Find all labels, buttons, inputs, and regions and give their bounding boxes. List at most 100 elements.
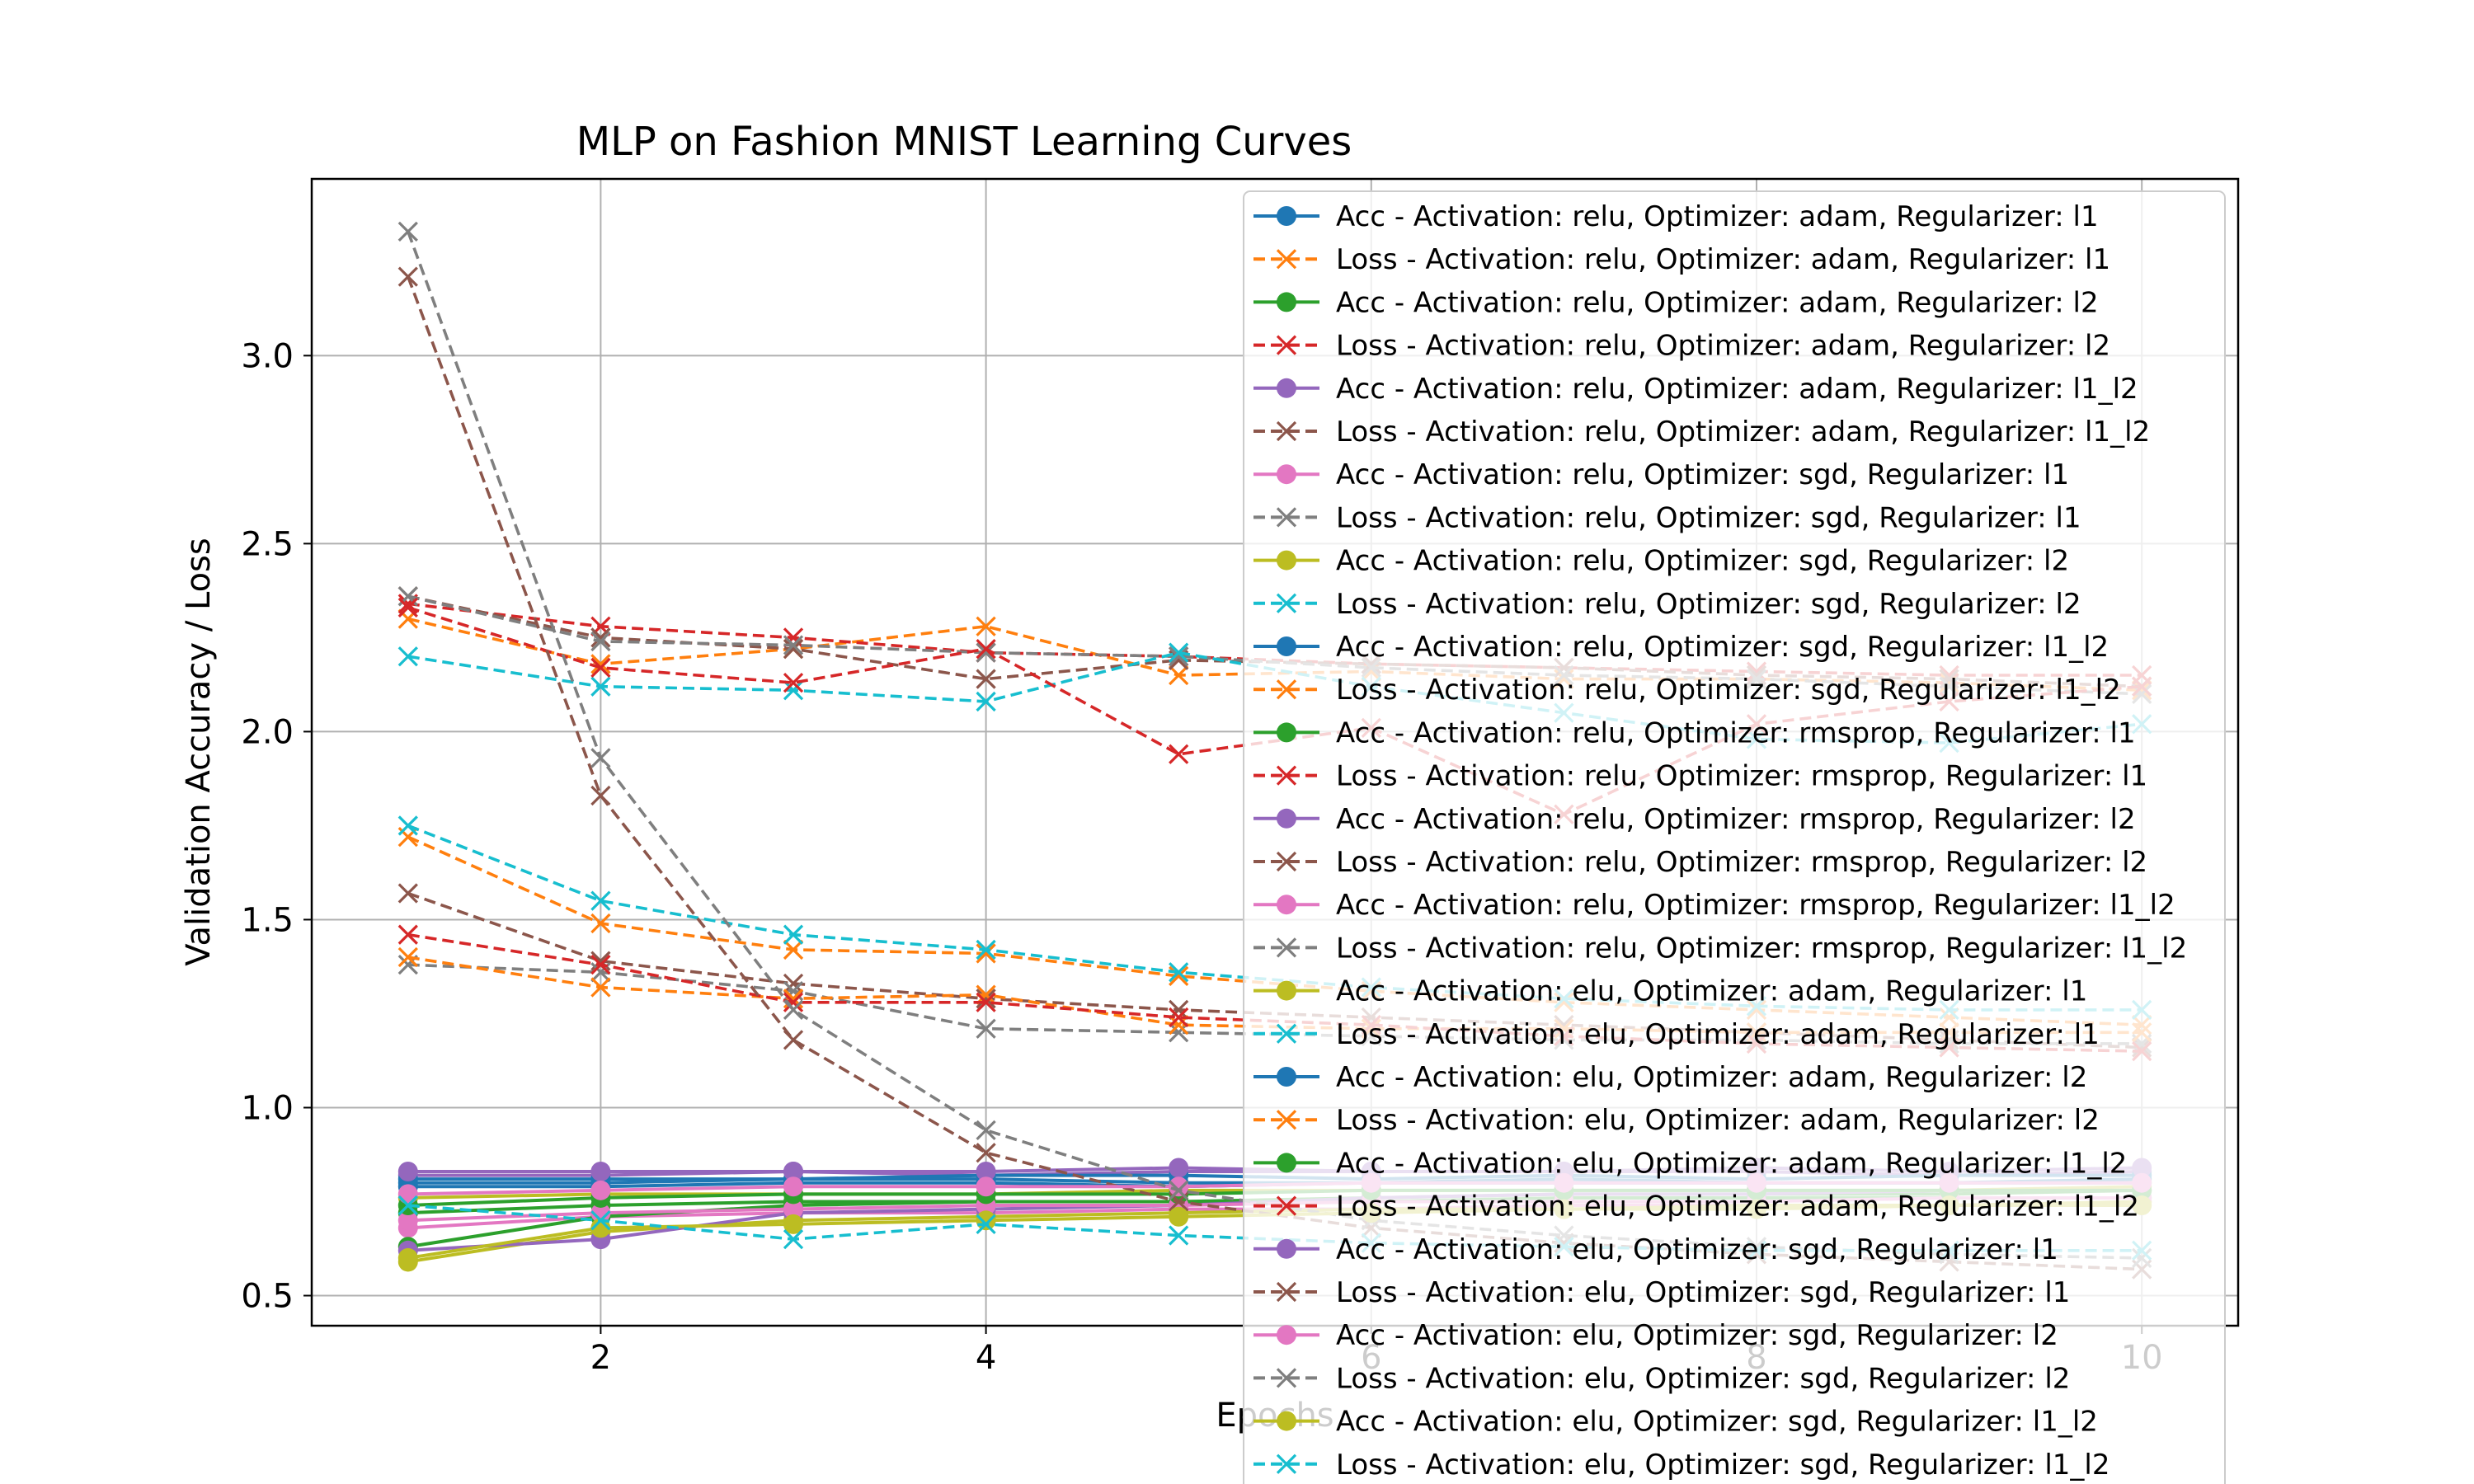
legend-label: Acc - Activation: relu, Optimizer: adam,…	[1336, 373, 2138, 406]
data-point	[1169, 1158, 1189, 1178]
legend-label: Loss - Activation: elu, Optimizer: adam,…	[1336, 1104, 2100, 1137]
legend-entry: Acc - Activation: relu, Optimizer: sgd, …	[1253, 458, 2069, 491]
data-point	[976, 1176, 996, 1197]
legend-marker	[1276, 1023, 1297, 1044]
legend-marker	[1276, 420, 1297, 442]
legend-entry: Loss - Activation: elu, Optimizer: adam,…	[1253, 1104, 2100, 1137]
data-point	[1169, 962, 1189, 983]
data-point	[397, 1195, 418, 1216]
legend-label: Loss - Activation: elu, Optimizer: sgd, …	[1336, 1276, 2070, 1309]
legend-marker	[1276, 1281, 1297, 1303]
legend-label: Acc - Activation: relu, Optimizer: adam,…	[1336, 200, 2099, 233]
legend-marker	[1277, 378, 1296, 398]
data-point	[976, 642, 996, 663]
data-point	[397, 597, 418, 618]
legend-label: Acc - Activation: elu, Optimizer: sgd, R…	[1336, 1319, 2058, 1352]
data-point	[1169, 642, 1189, 663]
legend-entry: Acc - Activation: relu, Optimizer: adam,…	[1253, 373, 2138, 406]
legend-marker	[1277, 464, 1296, 485]
data-point	[590, 1218, 611, 1238]
data-point	[976, 1018, 996, 1039]
data-point	[976, 939, 996, 960]
data-point	[783, 992, 804, 1012]
legend-entry: Loss - Activation: elu, Optimizer: sgd, …	[1253, 1362, 2070, 1395]
legend-box	[1243, 190, 2226, 1484]
data-point	[783, 1214, 803, 1234]
legend-entry: Acc - Activation: relu, Optimizer: sgd, …	[1253, 545, 2069, 578]
data-point	[397, 221, 418, 242]
y-tick-label: 0.5	[241, 1278, 294, 1316]
chart-title: MLP on Fashion MNIST Learning Curves	[576, 119, 1352, 165]
legend-label: Acc - Activation: relu, Optimizer: rmspr…	[1336, 889, 2175, 922]
data-point	[976, 1120, 996, 1140]
x-tick-label: 2	[590, 1339, 611, 1377]
data-point	[976, 691, 996, 712]
legend-label: Loss - Activation: elu, Optimizer: adam,…	[1336, 1190, 2139, 1223]
legend-label: Acc - Activation: elu, Optimizer: adam, …	[1336, 1147, 2127, 1180]
data-point	[976, 989, 996, 1009]
data-point	[783, 999, 804, 1021]
data-point	[976, 1210, 996, 1231]
data-point	[397, 1210, 418, 1231]
data-point	[590, 748, 611, 768]
legend-label: Loss - Activation: relu, Optimizer: rmsp…	[1336, 846, 2147, 879]
legend-label: Acc - Activation: relu, Optimizer: rmspr…	[1336, 716, 2136, 749]
data-point	[590, 627, 611, 648]
legend-marker	[1277, 1325, 1296, 1345]
y-tick-label: 2.5	[241, 525, 294, 563]
legend-label: Acc - Activation: relu, Optimizer: sgd, …	[1336, 545, 2069, 578]
data-point	[590, 1210, 611, 1231]
y-tick-label: 1.0	[241, 1089, 294, 1127]
legend-marker	[1277, 1238, 1296, 1259]
legend-entry: Loss - Activation: relu, Optimizer: rmsp…	[1253, 760, 2147, 793]
data-point	[590, 785, 611, 806]
legend-entry: Loss - Activation: relu, Optimizer: adam…	[1253, 330, 2110, 363]
x-tick-label: 4	[976, 1339, 996, 1377]
legend-label: Loss - Activation: relu, Optimizer: rmsp…	[1336, 932, 2187, 965]
legend-label: Loss - Activation: elu, Optimizer: sgd, …	[1336, 1362, 2070, 1395]
legend-entry: Loss - Activation: elu, Optimizer: sgd, …	[1253, 1276, 2070, 1309]
data-point	[1169, 1206, 1189, 1227]
legend-entry: Loss - Activation: relu, Optimizer: adam…	[1253, 416, 2150, 448]
legend-marker	[1276, 1110, 1297, 1130]
data-point	[1169, 646, 1189, 667]
legend-marker	[1276, 593, 1297, 613]
legend-marker	[1277, 1067, 1296, 1087]
legend-entry: Loss - Activation: elu, Optimizer: adam,…	[1253, 1018, 2100, 1051]
legend-marker	[1277, 980, 1296, 1001]
legend-marker	[1276, 765, 1297, 786]
legend-marker	[1276, 335, 1297, 355]
legend-entry: Loss - Activation: relu, Optimizer: adam…	[1253, 243, 2110, 276]
legend-marker	[1277, 206, 1296, 226]
data-point	[590, 654, 611, 674]
data-point	[1169, 665, 1189, 686]
data-point	[783, 939, 804, 960]
data-point	[783, 1199, 803, 1219]
data-point	[1169, 1007, 1189, 1028]
data-point	[1169, 1176, 1189, 1197]
legend-entry: Acc - Activation: elu, Optimizer: adam, …	[1253, 1147, 2127, 1180]
data-point	[397, 266, 418, 287]
data-point	[783, 635, 804, 655]
data-point	[783, 1162, 803, 1182]
y-tick-label: 1.5	[241, 901, 294, 939]
legend-entry: Acc - Activation: elu, Optimizer: sgd, R…	[1253, 1406, 2098, 1439]
legend-marker	[1277, 636, 1296, 656]
data-point	[397, 924, 418, 945]
data-point	[590, 955, 611, 975]
data-point	[397, 815, 418, 836]
legend-label: Loss - Activation: relu, Optimizer: adam…	[1336, 416, 2150, 448]
data-point	[976, 616, 996, 636]
data-point	[590, 913, 611, 934]
legend-marker	[1276, 249, 1297, 270]
data-point	[590, 890, 611, 911]
data-point	[976, 992, 996, 1012]
data-point	[783, 680, 804, 701]
legend-marker	[1277, 1411, 1296, 1431]
data-point	[783, 1228, 804, 1250]
legend-label: Acc - Activation: elu, Optimizer: adam, …	[1336, 1061, 2087, 1094]
data-point	[590, 657, 611, 679]
legend-entry: Acc - Activation: relu, Optimizer: adam,…	[1253, 200, 2099, 233]
legend-entry: Loss - Activation: relu, Optimizer: rmsp…	[1253, 846, 2147, 879]
legend-label: Loss - Activation: relu, Optimizer: rmsp…	[1336, 760, 2147, 793]
